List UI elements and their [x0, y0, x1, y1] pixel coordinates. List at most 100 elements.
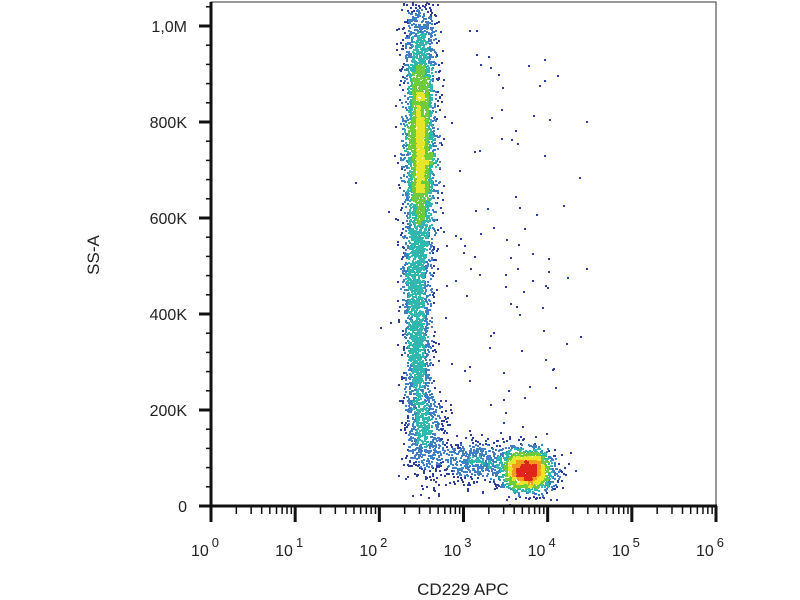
event-point: [460, 474, 462, 476]
event-point: [434, 411, 436, 413]
event-point: [429, 58, 431, 60]
event-point: [395, 105, 397, 107]
event-point: [518, 495, 520, 497]
event-point: [431, 242, 433, 244]
event-point: [482, 475, 484, 477]
event-point: [418, 233, 420, 235]
event-point: [417, 9, 419, 11]
event-point: [433, 197, 435, 199]
event-point: [436, 463, 438, 465]
event-point: [440, 207, 442, 209]
event-point: [521, 350, 523, 352]
event-point: [403, 347, 405, 349]
event-point: [426, 82, 428, 84]
event-point: [486, 475, 488, 477]
event-point: [437, 105, 439, 107]
event-point: [404, 80, 406, 82]
event-point: [395, 218, 397, 220]
event-point: [416, 233, 418, 235]
event-point: [431, 72, 433, 74]
event-point: [435, 468, 437, 470]
event-point: [409, 325, 411, 327]
event-point: [471, 473, 473, 475]
event-point: [448, 473, 450, 475]
event-point: [524, 228, 526, 230]
event-point: [417, 410, 419, 412]
event-point: [427, 242, 429, 244]
event-point: [432, 422, 434, 424]
event-point: [409, 367, 411, 369]
event-point: [411, 11, 413, 13]
event-point: [415, 464, 417, 466]
event-point: [427, 89, 429, 91]
event-point: [414, 365, 416, 367]
event-point: [505, 274, 507, 276]
event-point: [464, 459, 466, 461]
event-point: [412, 221, 414, 223]
event-point: [411, 359, 413, 361]
event-point: [431, 152, 433, 154]
event-point: [430, 274, 432, 276]
event-point: [426, 28, 428, 30]
event-point: [425, 375, 427, 377]
event-point: [416, 48, 418, 50]
event-point: [390, 322, 392, 324]
event-point: [409, 153, 411, 155]
event-point: [408, 308, 410, 310]
event-point: [402, 128, 404, 130]
event-point: [411, 194, 413, 196]
event-point: [408, 328, 410, 330]
event-point: [497, 465, 499, 467]
event-point: [428, 53, 430, 55]
event-point: [410, 457, 412, 459]
event-point: [438, 343, 440, 345]
event-point: [427, 74, 429, 76]
event-point: [426, 353, 428, 355]
event-point: [446, 432, 448, 434]
event-point: [469, 445, 471, 447]
event-point: [425, 394, 427, 396]
event-point: [404, 264, 406, 266]
event-point: [425, 229, 427, 231]
event-point: [422, 349, 424, 351]
event-point: [469, 484, 471, 486]
event-point: [407, 362, 409, 364]
event-point: [421, 320, 423, 322]
event-point: [414, 438, 416, 440]
event-point: [402, 89, 404, 91]
event-point: [432, 75, 434, 77]
event-point: [417, 32, 419, 34]
event-point: [408, 174, 410, 176]
event-point: [396, 49, 398, 51]
event-point: [413, 78, 415, 80]
event-point: [474, 452, 476, 454]
event-point: [453, 476, 455, 478]
event-point: [496, 471, 498, 473]
event-point: [498, 476, 500, 478]
event-point: [559, 469, 561, 471]
event-point: [434, 138, 436, 140]
event-point: [402, 272, 404, 274]
event-point: [415, 311, 417, 313]
event-point: [419, 230, 421, 232]
event-point: [435, 421, 437, 423]
event-point: [410, 165, 412, 167]
event-point: [519, 207, 521, 209]
event-point: [470, 268, 472, 270]
event-point: [472, 442, 474, 444]
event-point: [502, 438, 504, 440]
event-point: [414, 325, 416, 327]
event-point: [425, 476, 427, 478]
event-point: [433, 296, 435, 298]
event-point: [412, 425, 414, 427]
event-point: [421, 225, 423, 227]
event-point: [461, 461, 463, 463]
event-point: [407, 283, 409, 285]
event-point: [422, 315, 424, 317]
event-point: [452, 464, 454, 466]
event-point: [554, 455, 556, 457]
event-point: [544, 59, 546, 61]
event-point: [438, 21, 440, 23]
event-point: [435, 351, 437, 353]
event-point: [425, 370, 427, 372]
